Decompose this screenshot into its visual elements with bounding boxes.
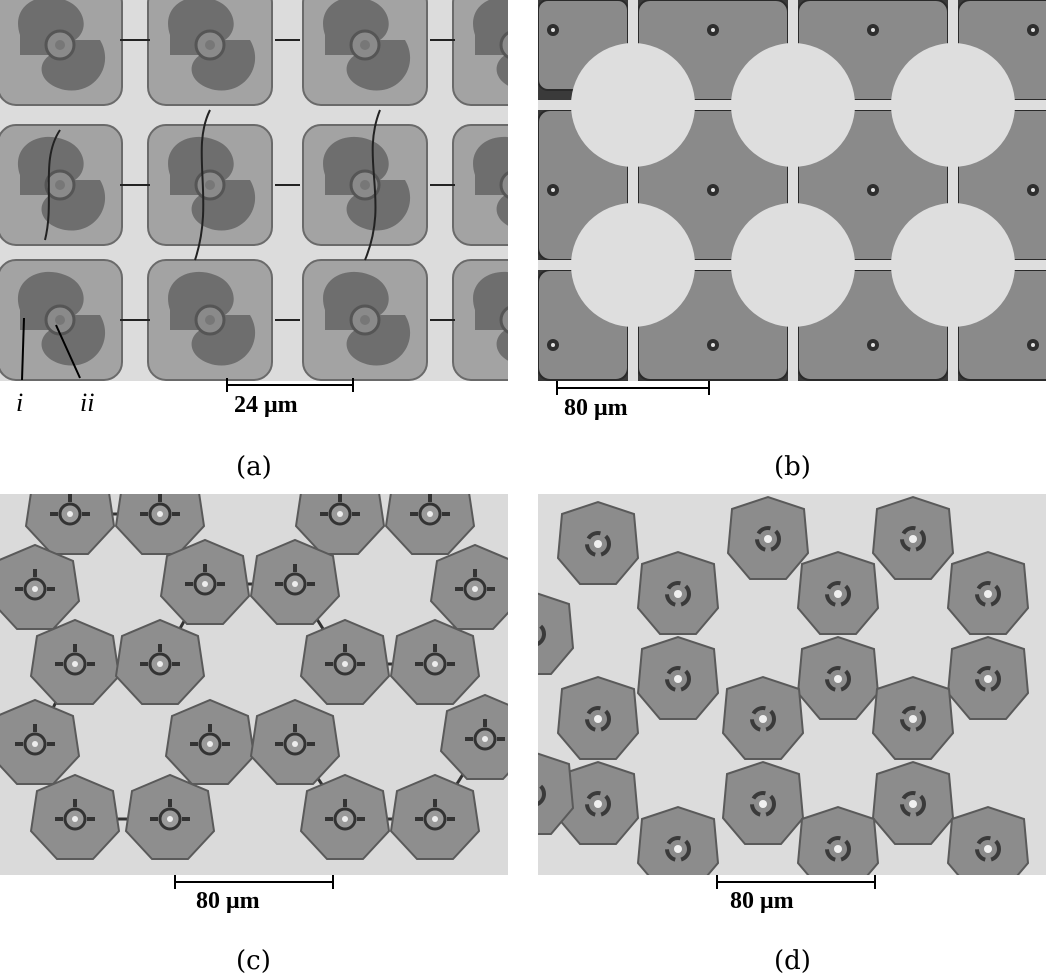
scale-bar-d [716,875,876,889]
micrograph-panel-a [0,0,508,381]
micrograph-panel-d [538,494,1046,875]
scale-bar-a [226,378,354,392]
scale-label-a: 24 μm [234,392,298,418]
marker-ii: ii [80,388,95,417]
caption-a: (a) [236,452,272,482]
caption-b: (b) [774,452,811,482]
scale-label-b: 80 μm [564,395,628,421]
micrograph-panel-b [538,0,1046,381]
scale-label-d: 80 μm [730,888,794,914]
marker-i: i [16,388,24,417]
scale-label-c: 80 μm [196,888,260,914]
micrograph-panel-c [0,494,508,875]
scale-bar-b [556,381,710,395]
scale-bar-c [174,875,334,889]
caption-d: (d) [774,946,811,976]
caption-c: (c) [236,946,271,976]
